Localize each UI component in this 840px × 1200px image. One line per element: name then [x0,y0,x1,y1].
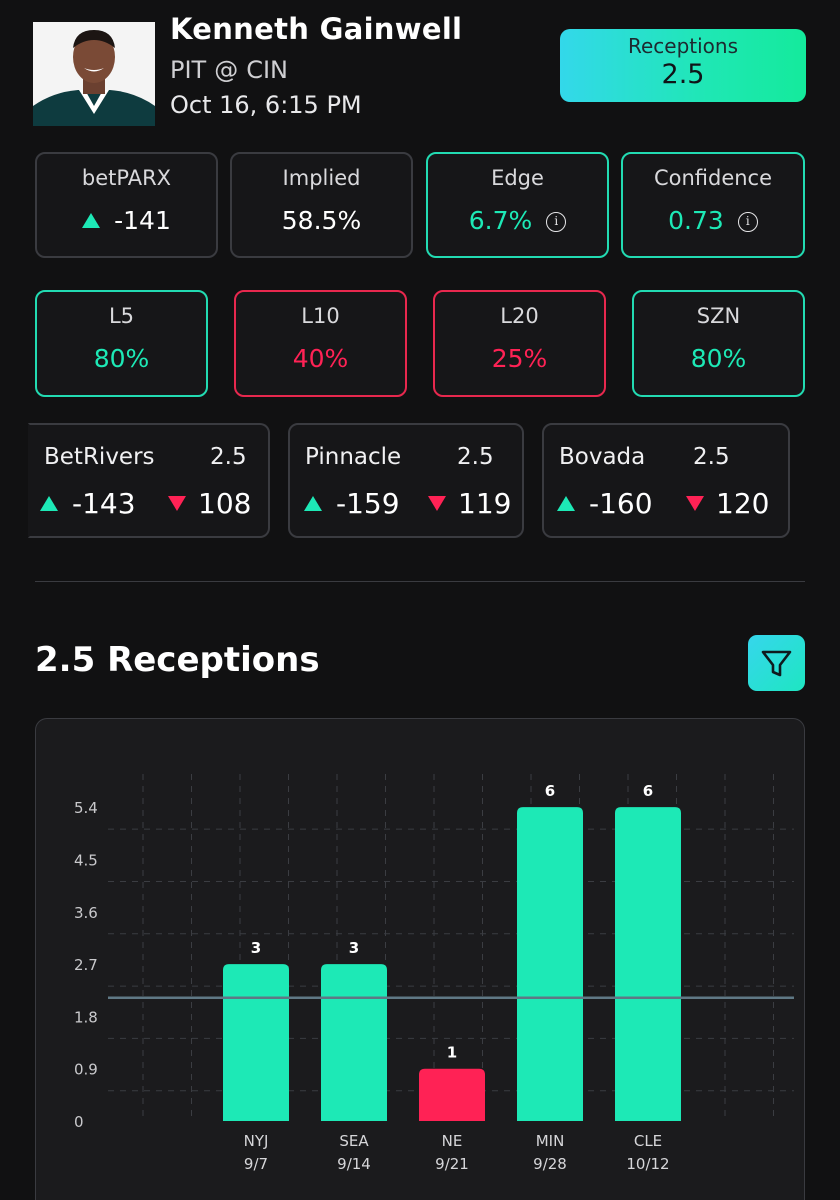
hit-rate-value: 25% [491,344,548,373]
hit-rate-card-l5: L5 80% [35,290,208,397]
bar [517,807,583,1121]
x-date-label: 9/14 [337,1155,371,1173]
down-arrow-icon [168,495,186,511]
y-tick-label: 5.4 [74,799,98,817]
down-arrow-icon [686,495,704,511]
book-line: 2.5 [693,444,730,470]
down-arrow-icon [428,495,446,511]
x-tick-label: MIN [536,1132,565,1150]
x-tick-label: NE [442,1132,463,1150]
player-headshot-icon [33,22,155,126]
x-date-label: 9/28 [533,1155,567,1173]
prop-badge-button[interactable]: Receptions 2.5 [560,29,806,102]
bar [419,1068,485,1121]
game-time: Oct 16, 6:15 PM [170,91,362,119]
prop-line: 2.5 [661,59,705,90]
filter-button[interactable] [748,635,805,691]
over-odds: -159 [336,487,400,520]
y-tick-label: 3.6 [74,904,98,922]
implied-value: 58.5% [281,206,362,235]
section-divider [35,581,805,582]
x-date-label: 10/12 [626,1155,669,1173]
team-abbr: PIT [170,56,207,84]
edge-title: Edge [491,166,544,190]
under-odds: 108 [198,487,252,520]
receptions-bar-chart: 0 0.9 1.8 2.7 3.6 4.5 5.4 3 NYJ 9/7 3 SEA 9/14 1 NE 9/2… [74,774,794,1173]
x-tick-label: NYJ [244,1132,269,1150]
x-date-label: 9/7 [244,1155,268,1173]
hit-rate-value: 40% [292,344,349,373]
book-card-pinnacle[interactable]: Pinnacle 2.5 -159 119 [288,423,524,538]
player-avatar [33,22,155,126]
bar-value-label: 3 [349,939,359,957]
chart-container: 0 0.9 1.8 2.7 3.6 4.5 5.4 3 NYJ 9/7 3 SEA 9/14 1 NE 9/2… [35,718,805,1200]
prop-label: Receptions [627,34,739,58]
hit-rate-title: L10 [301,304,340,328]
over-odds: -160 [589,487,653,520]
bar [223,964,289,1121]
info-icon[interactable]: i [737,212,758,232]
section-title: 2.5 Receptions [35,640,320,680]
betparx-odds: -141 [114,206,171,235]
hit-rate-title: L20 [500,304,539,328]
book-name: BetRivers [44,444,155,470]
matchup: PIT @ CIN [170,56,288,84]
betparx-title: betPARX [81,166,172,190]
up-arrow-icon [82,212,101,228]
implied-card: Implied 58.5% [230,152,413,258]
hit-rate-card-l10: L10 40% [234,290,407,397]
book-card-betrivers[interactable]: BetRivers 2.5 -143 108 [28,423,270,538]
book-name: Pinnacle [305,444,402,470]
hit-rate-title: L5 [108,304,135,328]
hit-rate-card-szn: SZN 80% [632,290,805,397]
bar-value-label: 3 [251,939,261,957]
bar-value-label: 1 [447,1044,457,1062]
confidence-title: Confidence [653,166,773,190]
x-tick-label: CLE [634,1132,662,1150]
bar [615,807,681,1121]
at-symbol: @ [214,56,239,84]
hit-rate-value: 80% [93,344,150,373]
edge-card: Edge 6.7% i [426,152,609,258]
x-tick-label: SEA [339,1132,369,1150]
bar-value-label: 6 [545,782,555,800]
opponent-abbr: CIN [246,56,289,84]
confidence-value: 0.73 [668,206,724,235]
book-card-bovada[interactable]: Bovada 2.5 -160 120 [542,423,790,538]
book-line: 2.5 [210,444,247,470]
bar [321,964,387,1121]
y-tick-label: 1.8 [74,1008,98,1026]
betparx-card: betPARX -141 [35,152,218,258]
up-arrow-icon [557,495,575,511]
hit-rate-title: SZN [696,304,741,328]
up-arrow-icon [40,495,58,511]
y-tick-label: 0.9 [74,1061,98,1079]
info-icon[interactable]: i [546,212,567,232]
book-line: 2.5 [457,444,494,470]
hit-rate-value: 80% [690,344,747,373]
book-name: Bovada [559,444,646,470]
confidence-card: Confidence 0.73 i [621,152,805,258]
x-date-label: 9/21 [435,1155,469,1173]
player-name: Kenneth Gainwell [170,12,463,46]
over-odds: -143 [72,487,136,520]
bar-value-label: 6 [643,782,653,800]
under-odds: 119 [458,487,512,520]
hit-rate-card-l20: L20 25% [433,290,606,397]
filter-icon [761,650,792,677]
implied-title: Implied [282,166,361,190]
up-arrow-icon [304,495,322,511]
edge-value: 6.7% [468,206,533,235]
y-tick-label: 0 [74,1113,84,1131]
y-tick-label: 2.7 [74,956,98,974]
y-tick-label: 4.5 [74,851,98,869]
under-odds: 120 [716,487,770,520]
